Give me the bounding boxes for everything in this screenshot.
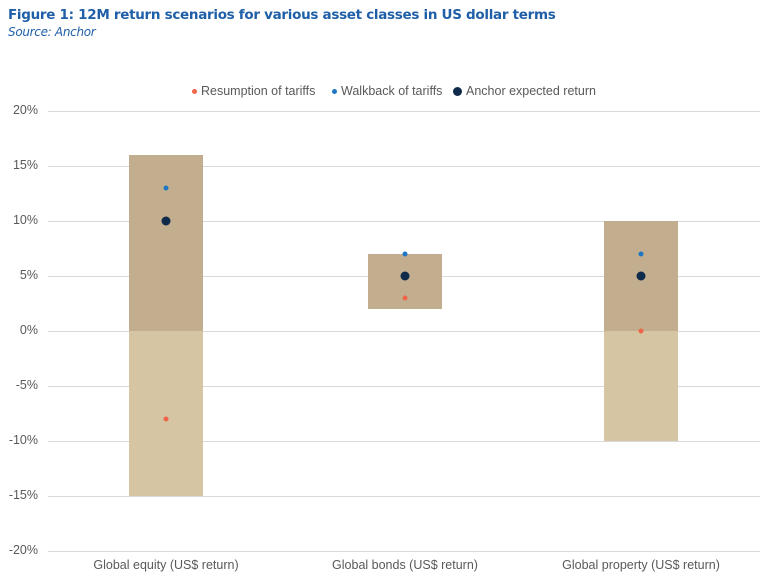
data-point: [636, 271, 646, 281]
y-tick-label: -10%: [8, 433, 38, 447]
data-point: [402, 251, 408, 257]
legend-item-walkback: Walkback of tariffs: [332, 84, 442, 98]
data-point: [638, 251, 644, 257]
x-category-label: Global bonds (US$ return): [332, 558, 478, 572]
y-tick-label: -15%: [8, 488, 38, 502]
data-point: [402, 295, 408, 301]
range-bar-downside: [604, 331, 678, 441]
gridline: [48, 386, 760, 387]
data-point: [161, 216, 171, 226]
y-tick-label: 5%: [19, 268, 38, 282]
gridline: [48, 551, 760, 552]
legend-label: Anchor expected return: [466, 84, 596, 98]
legend: Resumption of tariffs Walkback of tariff…: [0, 84, 768, 100]
gridline: [48, 166, 760, 167]
data-point: [400, 271, 410, 281]
y-tick-label: -20%: [8, 543, 38, 557]
range-bar-upside: [129, 155, 203, 331]
y-tick-label: -5%: [15, 378, 38, 392]
y-tick-label: 20%: [12, 103, 38, 117]
gridline: [48, 331, 760, 332]
legend-dot-icon: [192, 88, 197, 94]
gridline: [48, 441, 760, 442]
y-tick-label: 15%: [12, 158, 38, 172]
y-tick-label: 10%: [12, 213, 38, 227]
legend-item-resumption: Resumption of tariffs: [192, 84, 315, 98]
chart-title: Figure 1: 12M return scenarios for vario…: [8, 7, 556, 23]
chart-source: Source: Anchor: [8, 25, 96, 39]
legend-dot-icon: [332, 88, 337, 94]
legend-item-anchor-expected: Anchor expected return: [453, 84, 596, 98]
x-category-label: Global equity (US$ return): [93, 558, 239, 572]
data-point: [638, 328, 644, 334]
range-bar-upside: [368, 254, 442, 309]
legend-dot-icon: [453, 86, 462, 96]
gridline: [48, 221, 760, 222]
legend-label: Walkback of tariffs: [341, 84, 443, 98]
data-point: [163, 185, 169, 191]
y-tick-label: 0%: [19, 323, 38, 337]
range-bar-downside: [129, 331, 203, 496]
x-category-label: Global property (US$ return): [562, 558, 720, 572]
data-point: [163, 416, 169, 422]
gridline: [48, 496, 760, 497]
gridline: [48, 111, 760, 112]
legend-label: Resumption of tariffs: [201, 84, 316, 98]
